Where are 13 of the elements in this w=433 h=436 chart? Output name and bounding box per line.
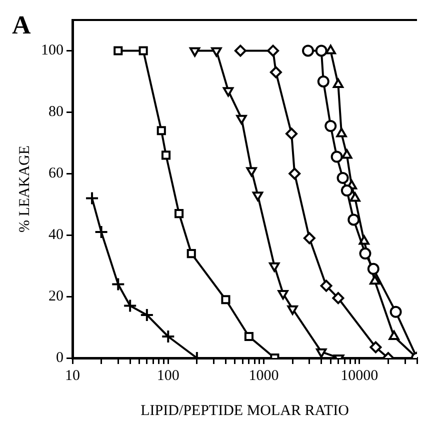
y-tick-label: 100 [41,42,64,59]
x-tick-label: 10 [65,368,80,384]
y-tick-label: 80 [48,104,64,120]
y-tick-label: 0 [56,350,64,366]
y-tick-label: 40 [48,227,64,244]
y-tick-label: 60 [48,166,64,182]
y-tick-label: 20 [48,288,64,304]
y-axis-title: % LEAKAGE [16,145,33,233]
x-tick-label: 100 [156,368,180,384]
x-tick-label: 10000 [340,368,378,384]
x-tick-label: 1000 [248,368,279,384]
x-axis-title: LIPID/PEPTIDE MOLAR RATIO [140,402,350,419]
text: A [12,10,31,40]
